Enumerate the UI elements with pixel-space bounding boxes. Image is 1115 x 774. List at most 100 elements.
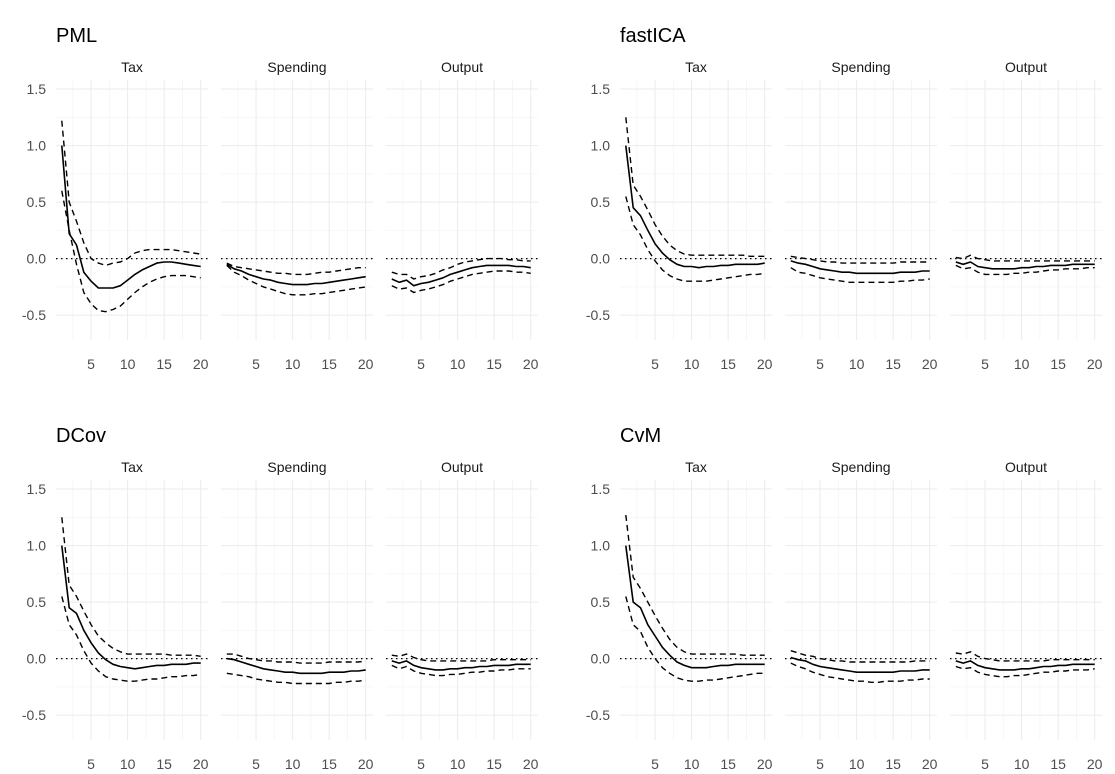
x-tick-label: 15 [156, 756, 172, 772]
irf-upper-band [790, 650, 930, 663]
x-tick-label: 5 [417, 756, 425, 772]
x-tick-label: 10 [450, 756, 466, 772]
irf-estimate-line [61, 145, 201, 289]
x-tick-label: 10 [1014, 356, 1030, 372]
y-tick-label: 0.5 [591, 594, 611, 610]
x-tick-label: 15 [486, 756, 502, 772]
facet-strip-label: Output [441, 459, 483, 475]
panel-title: CvM [620, 425, 661, 447]
irf-lower-band [955, 665, 1095, 678]
x-tick-label: 5 [816, 756, 824, 772]
y-tick-label: -0.5 [586, 707, 610, 723]
panel-title: DCov [56, 425, 106, 447]
x-tick-label: 10 [120, 356, 136, 372]
x-tick-label: 15 [885, 756, 901, 772]
y-tick-label: 0.0 [27, 251, 47, 267]
x-tick-label: 10 [1014, 756, 1030, 772]
panel-title: PML [56, 25, 97, 47]
facet-tax: Tax 5 10 15 20 [620, 459, 773, 772]
y-tick-label: 1.5 [591, 81, 611, 97]
y-tick-label: 1.5 [591, 481, 611, 497]
irf-lower-band [790, 662, 930, 683]
x-tick-label: 10 [684, 356, 700, 372]
y-tick-label: 0.0 [27, 651, 47, 667]
x-tick-label: 10 [450, 356, 466, 372]
x-tick-label: 20 [193, 356, 209, 372]
x-tick-label: 20 [922, 356, 938, 372]
y-tick-label: 1.0 [591, 538, 611, 554]
x-tick-label: 5 [981, 356, 989, 372]
x-tick-label: 5 [87, 356, 95, 372]
x-tick-label: 5 [252, 756, 260, 772]
facet-strip-label: Spending [831, 59, 890, 75]
y-tick-label: -0.5 [22, 307, 46, 323]
facet-output: Output 5 10 15 20 [950, 59, 1103, 372]
y-tick-label: 1.0 [27, 138, 47, 154]
x-tick-label: 5 [417, 356, 425, 372]
facet-strip-label: Output [1005, 59, 1047, 75]
irf-lower-band [391, 270, 531, 294]
y-tick-label: 0.5 [591, 194, 611, 210]
facet-strip-label: Tax [121, 59, 143, 75]
x-tick-label: 5 [816, 356, 824, 372]
x-tick-label: 5 [87, 756, 95, 772]
y-tick-label: -0.5 [22, 707, 46, 723]
irf-upper-band [790, 255, 930, 264]
irf-estimate-line [61, 545, 201, 670]
irf-estimate-line [226, 657, 366, 675]
x-tick-label: 10 [849, 756, 865, 772]
facet-tax: Tax 5 10 15 20 [56, 59, 209, 372]
x-tick-label: 20 [358, 756, 374, 772]
irf-lower-band [226, 672, 366, 685]
irf-lower-band [61, 596, 201, 682]
y-tick-label: -0.5 [586, 307, 610, 323]
irf-upper-band [61, 517, 201, 657]
x-tick-label: 20 [757, 756, 773, 772]
x-tick-label: 20 [193, 756, 209, 772]
x-tick-label: 20 [922, 756, 938, 772]
x-tick-label: 20 [358, 356, 374, 372]
x-tick-label: 10 [285, 356, 301, 372]
x-tick-label: 5 [252, 356, 260, 372]
irf-lower-band [790, 267, 930, 283]
x-tick-label: 10 [684, 756, 700, 772]
irf-upper-band [391, 257, 531, 280]
facet-spending: Spending 5 10 15 20 [221, 59, 374, 372]
irf-estimate-line [226, 263, 366, 286]
facet-spending: Spending 5 10 15 20 [785, 459, 938, 772]
x-tick-label: 20 [523, 756, 539, 772]
irf-lower-band [61, 190, 201, 313]
irf-estimate-line [790, 656, 930, 674]
irf-upper-band [391, 653, 531, 662]
x-tick-label: 15 [321, 356, 337, 372]
panel-2: DCov -0.5 0.0 0.5 1.0 1.5 Tax 5 10 15 20 Spending 5 1… [22, 425, 539, 772]
irf-estimate-line [790, 260, 930, 275]
y-tick-label: 0.0 [591, 251, 611, 267]
irf-estimate-line [391, 660, 531, 671]
facet-strip-label: Tax [685, 459, 707, 475]
facet-strip-label: Spending [267, 59, 326, 75]
y-tick-label: 0.0 [591, 651, 611, 667]
x-tick-label: 5 [981, 756, 989, 772]
x-tick-label: 10 [849, 356, 865, 372]
x-tick-label: 15 [720, 356, 736, 372]
irf-lower-band [391, 664, 531, 677]
x-tick-label: 20 [1087, 756, 1103, 772]
irf-upper-band [625, 514, 765, 656]
irf-lower-band [625, 596, 765, 682]
irf-upper-band [625, 117, 765, 257]
x-tick-label: 20 [1087, 356, 1103, 372]
y-tick-label: 1.5 [27, 81, 47, 97]
irf-estimate-line [625, 145, 765, 269]
irf-upper-band [61, 120, 201, 267]
facet-spending: Spending 5 10 15 20 [221, 459, 374, 772]
irf-estimate-line [391, 264, 531, 287]
irf-estimate-line [955, 660, 1095, 671]
x-tick-label: 15 [156, 356, 172, 372]
facet-strip-label: Output [441, 59, 483, 75]
facet-tax: Tax 5 10 15 20 [56, 459, 209, 772]
irf-lower-band [226, 264, 366, 296]
panel-3: CvM -0.5 0.0 0.5 1.0 1.5 Tax 5 10 15 20 Spending 5 10… [586, 425, 1103, 772]
